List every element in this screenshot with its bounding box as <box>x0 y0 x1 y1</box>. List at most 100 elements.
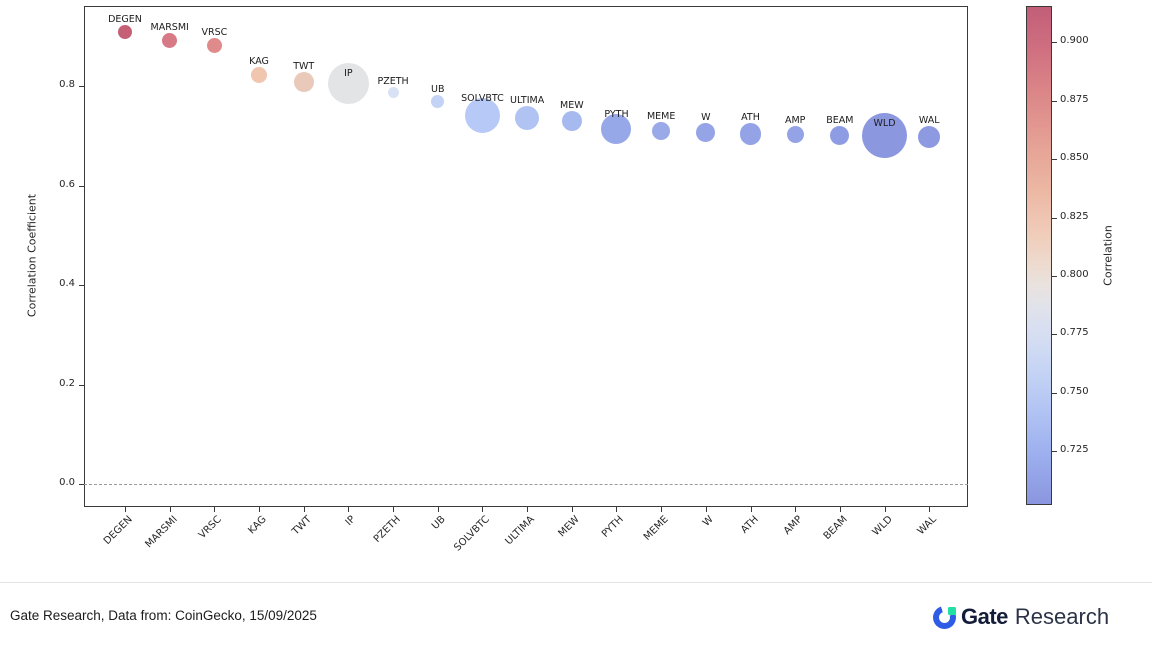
x-axis-tick <box>437 507 439 512</box>
logo-research-text: Research <box>1014 604 1110 629</box>
x-axis-tick <box>169 507 171 512</box>
colorbar-tick <box>1052 275 1057 277</box>
colorbar-tick-label: 0.850 <box>1060 152 1089 164</box>
data-bubble-twt <box>293 72 314 93</box>
colorbar-tick-label: 0.800 <box>1060 268 1089 280</box>
x-axis-tick-label: MEME <box>642 514 671 543</box>
x-axis-tick <box>571 507 573 512</box>
data-label-wal: WAL <box>918 114 940 126</box>
data-bubble-amp <box>786 125 804 143</box>
data-bubble-ath <box>739 123 762 145</box>
x-axis-tick <box>705 507 707 512</box>
colorbar <box>1026 6 1052 505</box>
data-label-mew: MEW <box>560 100 584 112</box>
data-bubble-beam <box>830 126 850 146</box>
y-axis-tick <box>79 185 84 187</box>
x-axis-tick-label: MEW <box>556 514 582 540</box>
colorbar-tick-label: 0.775 <box>1060 327 1089 339</box>
x-axis-tick-label: UB <box>429 514 448 532</box>
y-axis-tick <box>79 384 84 386</box>
data-bubble-ip <box>327 62 369 104</box>
y-axis-tick <box>79 484 84 485</box>
x-axis-tick-label: MARSMI <box>143 514 180 551</box>
gate-logo-green-square <box>948 606 956 615</box>
y-axis-tick-label: 0.6 <box>59 178 75 190</box>
x-axis-tick-label: W <box>700 514 716 529</box>
x-axis-tick-label: KAG <box>246 514 269 537</box>
y-axis-tick-label: 0.0 <box>59 477 75 488</box>
x-axis-tick-label: TWT <box>290 514 314 538</box>
colorbar-tick <box>1052 334 1057 336</box>
footer-divider <box>0 582 1152 583</box>
data-label-beam: BEAM <box>826 115 854 127</box>
x-axis-tick-label: ULTIMA <box>503 514 537 548</box>
x-axis-tick-label: ATH <box>738 514 761 536</box>
x-axis-tick <box>259 507 261 512</box>
x-axis-tick-label: BEAM <box>821 514 850 543</box>
x-axis-tick <box>661 507 663 512</box>
colorbar-tick <box>1052 217 1057 219</box>
x-axis-tick-label: DEGEN <box>101 514 135 547</box>
data-label-marsmi: MARSMI <box>150 22 189 34</box>
logo-gate-text: Gate <box>961 604 1008 629</box>
axes-frame <box>84 6 968 507</box>
data-bubble-wld <box>862 113 908 159</box>
y-axis-tick-label: 0.2 <box>59 377 75 389</box>
x-axis-tick-label: SOLVBTC <box>452 514 493 554</box>
data-label-amp: AMP <box>784 114 806 126</box>
colorbar-tick <box>1052 451 1057 453</box>
data-label-pzeth: PZETH <box>377 76 409 88</box>
data-bubble-pyth <box>601 114 632 145</box>
x-axis-tick <box>750 507 752 512</box>
data-label-solvbtc: SOLVBTC <box>461 92 504 104</box>
data-label-twt: TWT <box>293 61 315 73</box>
x-axis-tick-label: PYTH <box>600 514 627 540</box>
x-axis-tick <box>482 507 484 512</box>
data-label-vrsc: VRSC <box>201 27 228 39</box>
data-bubble-vrsc <box>206 38 222 54</box>
colorbar-tick <box>1052 100 1057 102</box>
x-axis-tick <box>795 507 797 512</box>
data-label-ath: ATH <box>741 112 760 124</box>
data-label-degen: DEGEN <box>108 13 142 25</box>
data-label-ultima: ULTIMA <box>509 94 545 106</box>
x-axis-tick <box>348 507 350 512</box>
data-bubble-wal <box>918 125 941 148</box>
data-bubble-kag <box>251 66 268 83</box>
data-bubble-meme <box>652 121 671 140</box>
colorbar-tick-label: 0.825 <box>1060 210 1089 222</box>
data-label-wld: WLD <box>873 118 896 130</box>
x-axis-tick <box>303 507 305 512</box>
data-label-w: W <box>701 112 711 124</box>
colorbar-title: Correlation <box>1101 225 1115 286</box>
y-axis-title: Correlation Coefficient <box>25 193 39 318</box>
colorbar-tick-label: 0.725 <box>1060 444 1089 456</box>
x-axis-tick-label: VRSC <box>197 514 225 541</box>
data-bubble-degen <box>118 24 132 39</box>
colorbar-tick <box>1052 392 1057 394</box>
y-axis-tick <box>79 86 84 88</box>
data-bubble-marsmi <box>162 33 178 49</box>
y-axis-tick <box>79 285 84 287</box>
x-axis-tick-label: WAL <box>915 514 940 538</box>
colorbar-tick <box>1052 42 1057 44</box>
x-axis-tick <box>616 507 618 512</box>
data-label-kag: KAG <box>249 55 269 67</box>
data-label-pyth: PYTH <box>604 109 629 121</box>
source-attribution: Gate Research, Data from: CoinGecko, 15/… <box>10 608 317 623</box>
data-label-ub: UB <box>431 83 445 95</box>
x-axis-tick <box>214 507 216 512</box>
x-axis-tick <box>393 507 395 512</box>
colorbar-tick-label: 0.875 <box>1060 93 1089 105</box>
x-axis-tick-label: WLD <box>870 514 895 539</box>
data-bubble-mew <box>561 111 582 132</box>
data-bubble-solvbtc <box>464 97 500 133</box>
x-axis-tick <box>884 507 886 512</box>
bubble-chart: Correlation Coefficient Correlation 0.0 0… <box>25 6 1115 554</box>
x-axis-tick <box>527 507 529 512</box>
colorbar-tick-label: 0.750 <box>1060 385 1089 397</box>
gate-logo-icon <box>933 605 956 629</box>
x-axis-tick <box>839 507 841 512</box>
data-bubble-ub <box>431 94 445 108</box>
